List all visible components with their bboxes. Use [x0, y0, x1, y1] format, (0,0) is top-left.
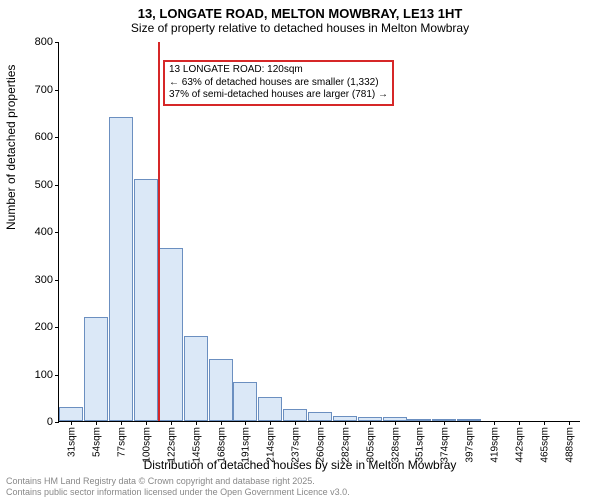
- annotation-line: ← 63% of detached houses are smaller (1,…: [169, 77, 388, 90]
- x-tick-mark: [395, 421, 396, 425]
- x-tick-mark: [444, 421, 445, 425]
- x-axis-label: Distribution of detached houses by size …: [0, 458, 600, 472]
- x-tick-mark: [245, 421, 246, 425]
- histogram-bar: [59, 407, 83, 421]
- histogram-bar: [134, 179, 158, 421]
- chart-footer: Contains HM Land Registry data © Crown c…: [6, 476, 350, 498]
- x-tick-mark: [544, 421, 545, 425]
- y-tick-mark: [55, 185, 59, 186]
- y-tick-mark: [55, 375, 59, 376]
- y-axis-label: Number of detached properties: [4, 65, 18, 230]
- histogram-bar: [308, 412, 332, 422]
- x-tick-mark: [146, 421, 147, 425]
- x-tick-label: 54sqm: [90, 427, 103, 457]
- x-tick-mark: [71, 421, 72, 425]
- footer-line-1: Contains HM Land Registry data © Crown c…: [6, 476, 350, 487]
- y-tick-mark: [55, 137, 59, 138]
- histogram-bar: [258, 397, 282, 421]
- x-tick-mark: [320, 421, 321, 425]
- y-tick-mark: [55, 327, 59, 328]
- x-tick-mark: [196, 421, 197, 425]
- y-tick-mark: [55, 42, 59, 43]
- x-tick-label: 31sqm: [65, 427, 78, 457]
- x-tick-mark: [419, 421, 420, 425]
- histogram-bar: [184, 336, 208, 422]
- y-tick-mark: [55, 280, 59, 281]
- histogram-bar: [159, 248, 183, 421]
- x-tick-mark: [469, 421, 470, 425]
- x-tick-mark: [569, 421, 570, 425]
- footer-line-2: Contains public sector information licen…: [6, 487, 350, 498]
- y-tick-mark: [55, 422, 59, 423]
- histogram-bar: [283, 409, 307, 421]
- x-tick-mark: [494, 421, 495, 425]
- chart-container: 13, LONGATE ROAD, MELTON MOWBRAY, LE13 1…: [0, 0, 600, 500]
- plot-area: 010020030040050060070080031sqm54sqm77sqm…: [58, 42, 580, 422]
- histogram-bar: [209, 359, 233, 421]
- chart-title-main: 13, LONGATE ROAD, MELTON MOWBRAY, LE13 1…: [0, 0, 600, 21]
- annotation-line: 13 LONGATE ROAD: 120sqm: [169, 64, 388, 77]
- x-tick-mark: [171, 421, 172, 425]
- x-tick-mark: [519, 421, 520, 425]
- x-tick-mark: [270, 421, 271, 425]
- histogram-bar: [109, 117, 133, 421]
- histogram-bar: [233, 382, 257, 421]
- histogram-bar: [84, 317, 108, 422]
- x-tick-mark: [96, 421, 97, 425]
- x-tick-mark: [121, 421, 122, 425]
- x-tick-mark: [370, 421, 371, 425]
- chart-title-sub: Size of property relative to detached ho…: [0, 21, 600, 39]
- x-tick-mark: [345, 421, 346, 425]
- y-tick-mark: [55, 232, 59, 233]
- x-tick-label: 77sqm: [115, 427, 128, 457]
- y-tick-mark: [55, 90, 59, 91]
- annotation-line: 37% of semi-detached houses are larger (…: [169, 89, 388, 102]
- x-tick-mark: [295, 421, 296, 425]
- reference-line: [158, 42, 160, 421]
- x-tick-mark: [221, 421, 222, 425]
- annotation-box: 13 LONGATE ROAD: 120sqm← 63% of detached…: [163, 60, 394, 106]
